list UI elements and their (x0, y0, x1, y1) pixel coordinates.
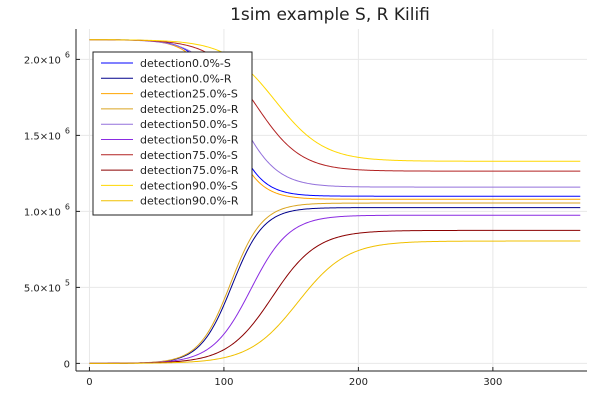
y-tick-label: 0 (64, 359, 70, 370)
series-line-detection75-0-s (89, 39, 581, 172)
legend-box (92, 51, 253, 216)
legend-label: detection25.0%-S (140, 88, 238, 101)
series-line-detection90-0-r (89, 240, 581, 364)
legend-label: detection90.0%-S (140, 179, 238, 192)
series-line-detection50-0-s (89, 39, 581, 188)
ticks-layer: 0 100 200 300 0 5.0×105 1.0×106 1.5×106 2.0×106 (24, 50, 503, 388)
y-tick-label: 1.5×106 (24, 126, 70, 142)
series-line-detection25-0-r (89, 202, 581, 364)
x-tick-label: 300 (483, 377, 502, 388)
series-line-detection90-0-s (89, 39, 581, 162)
legend-label: detection0.0%-R (140, 72, 232, 85)
legend-label: detection25.0%-R (140, 103, 239, 116)
legend-label: detection50.0%-R (140, 134, 239, 147)
series-layer (89, 39, 581, 364)
x-tick-label: 100 (214, 377, 233, 388)
legend-label: detection75.0%-S (140, 149, 238, 162)
series-line-detection50-0-r (89, 214, 581, 364)
legend-label: detection0.0%-S (140, 57, 231, 70)
legend-label: detection75.0%-R (140, 164, 239, 177)
legend-label: detection90.0%-R (140, 195, 239, 208)
legend-label: detection50.0%-S (140, 118, 238, 131)
series-line-detection0-0-r (89, 207, 581, 364)
series-line-detection75-0-r (89, 229, 581, 364)
legend: detection0.0%-S detection0.0%-R detection2… (92, 51, 253, 216)
axes-layer (75, 29, 587, 372)
x-tick-label: 200 (349, 377, 368, 388)
y-tick-label: 1.0×106 (24, 202, 70, 218)
chart-title: 1sim example S, R Kilifi (230, 5, 430, 25)
x-tick-label: 0 (86, 377, 92, 388)
y-tick-label: 5.0×105 (24, 278, 70, 294)
y-tick-label: 2.0×106 (24, 50, 70, 66)
